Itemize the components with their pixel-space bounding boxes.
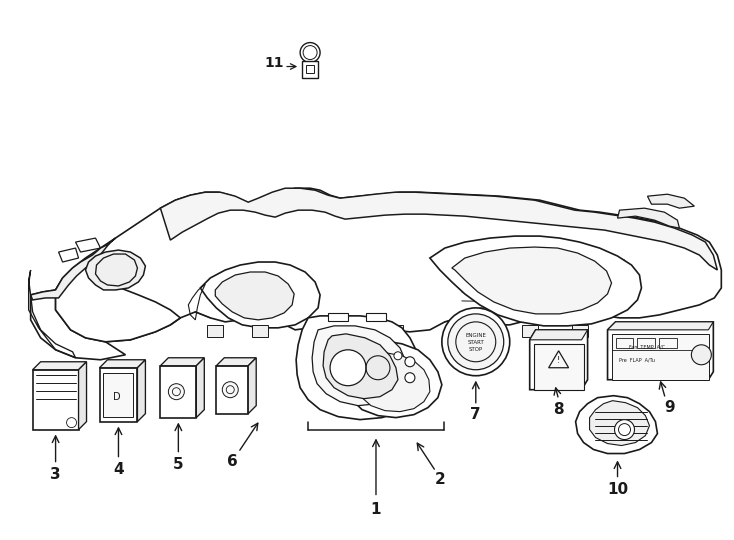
Bar bbox=[522, 325, 538, 337]
Polygon shape bbox=[530, 330, 588, 390]
Polygon shape bbox=[248, 358, 256, 414]
Polygon shape bbox=[430, 236, 642, 326]
Text: 11: 11 bbox=[264, 56, 284, 70]
Polygon shape bbox=[358, 353, 430, 411]
Polygon shape bbox=[575, 396, 658, 454]
Text: 3: 3 bbox=[50, 467, 61, 482]
Circle shape bbox=[330, 350, 366, 386]
Circle shape bbox=[614, 420, 634, 440]
Text: 10: 10 bbox=[607, 482, 628, 497]
Polygon shape bbox=[217, 358, 256, 366]
Bar bbox=[534, 344, 584, 390]
Polygon shape bbox=[31, 290, 126, 360]
Bar bbox=[306, 64, 314, 72]
Polygon shape bbox=[100, 360, 145, 368]
Text: 2: 2 bbox=[435, 472, 446, 487]
Circle shape bbox=[691, 345, 711, 364]
Polygon shape bbox=[589, 401, 650, 446]
Polygon shape bbox=[196, 358, 204, 417]
Polygon shape bbox=[323, 334, 398, 399]
Bar bbox=[328, 313, 348, 321]
Bar bbox=[387, 325, 403, 337]
Bar bbox=[366, 313, 386, 321]
Circle shape bbox=[394, 352, 402, 360]
Circle shape bbox=[448, 314, 504, 370]
Text: 6: 6 bbox=[227, 454, 238, 469]
Polygon shape bbox=[647, 194, 694, 208]
Text: START: START bbox=[468, 340, 484, 345]
Circle shape bbox=[168, 384, 184, 400]
Text: !: ! bbox=[557, 356, 560, 365]
Text: 4: 4 bbox=[113, 462, 124, 477]
Bar bbox=[659, 338, 677, 348]
Polygon shape bbox=[79, 362, 87, 430]
Polygon shape bbox=[32, 362, 87, 370]
Polygon shape bbox=[32, 370, 79, 430]
Text: STOP: STOP bbox=[469, 347, 483, 352]
Polygon shape bbox=[617, 208, 680, 228]
Polygon shape bbox=[296, 316, 422, 420]
Polygon shape bbox=[161, 358, 204, 366]
Text: 5: 5 bbox=[173, 457, 184, 472]
Polygon shape bbox=[348, 341, 442, 417]
Bar bbox=[472, 325, 488, 337]
Bar bbox=[572, 325, 588, 337]
Text: Fan  TEMP  A/C: Fan TEMP A/C bbox=[630, 345, 666, 349]
Polygon shape bbox=[452, 247, 611, 314]
Polygon shape bbox=[161, 366, 196, 417]
Circle shape bbox=[405, 373, 415, 383]
Bar bbox=[302, 60, 318, 78]
Polygon shape bbox=[137, 360, 145, 422]
Text: 1: 1 bbox=[371, 502, 381, 517]
Polygon shape bbox=[608, 322, 713, 330]
Text: 7: 7 bbox=[470, 407, 481, 422]
Polygon shape bbox=[161, 188, 717, 270]
Polygon shape bbox=[200, 262, 320, 328]
Bar bbox=[638, 338, 655, 348]
Polygon shape bbox=[56, 188, 722, 342]
Polygon shape bbox=[86, 250, 145, 290]
Polygon shape bbox=[530, 330, 588, 340]
Polygon shape bbox=[31, 238, 115, 300]
Polygon shape bbox=[312, 326, 408, 406]
Circle shape bbox=[222, 382, 239, 397]
Text: 9: 9 bbox=[664, 400, 675, 415]
Polygon shape bbox=[217, 366, 248, 414]
Bar bbox=[103, 373, 134, 417]
Bar bbox=[342, 325, 358, 337]
Polygon shape bbox=[56, 265, 181, 342]
Text: 8: 8 bbox=[553, 402, 564, 417]
Bar bbox=[207, 325, 223, 337]
Circle shape bbox=[405, 357, 415, 367]
Bar bbox=[611, 334, 709, 380]
Text: ENGINE: ENGINE bbox=[465, 333, 486, 339]
Bar bbox=[252, 325, 268, 337]
Polygon shape bbox=[100, 368, 137, 422]
Polygon shape bbox=[608, 322, 713, 380]
Bar bbox=[616, 338, 633, 348]
Text: Pre  FLAP  A/Tu: Pre FLAP A/Tu bbox=[619, 357, 655, 362]
Polygon shape bbox=[215, 272, 294, 320]
Circle shape bbox=[442, 308, 509, 376]
Circle shape bbox=[300, 43, 320, 63]
Text: D: D bbox=[112, 392, 120, 402]
